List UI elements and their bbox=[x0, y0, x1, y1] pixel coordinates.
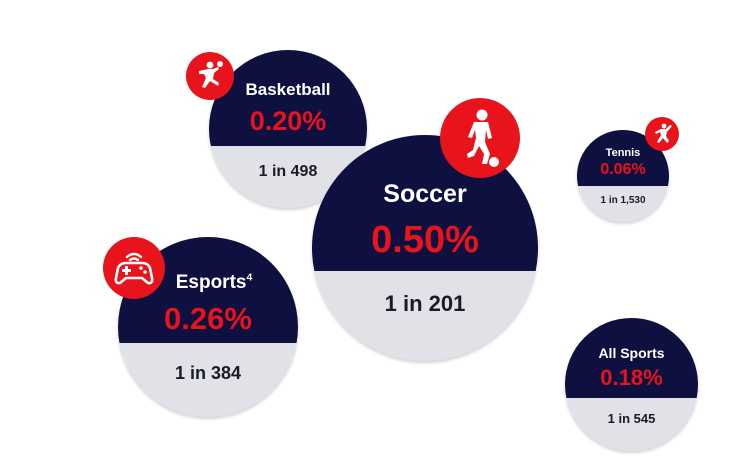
bubble-bottom: 1 in 498 bbox=[209, 146, 367, 208]
sport-name: All Sports bbox=[598, 345, 665, 361]
sport-name-text: Esports bbox=[175, 272, 247, 293]
percent-value: 0.26% bbox=[164, 301, 252, 336]
odds-value: 1 in 1,530 bbox=[600, 195, 646, 206]
sport-name: Basketball bbox=[245, 80, 331, 99]
bubble-all-sports: All Sports 0.18% 1 in 545 bbox=[565, 318, 698, 451]
bubble-bottom: 1 in 384 bbox=[118, 343, 298, 417]
footnote-marker: 4 bbox=[246, 272, 253, 284]
odds-value: 1 in 201 bbox=[384, 291, 466, 316]
sport-name: Esports4 bbox=[118, 272, 298, 294]
bubble-bottom: 1 in 545 bbox=[565, 398, 698, 451]
odds-value: 1 in 545 bbox=[607, 411, 656, 426]
sport-name: Soccer bbox=[383, 180, 467, 208]
bubble-bottom: 1 in 1,530 bbox=[577, 186, 669, 222]
percent-value: 0.20% bbox=[249, 106, 327, 136]
basketball-player-icon bbox=[186, 52, 234, 100]
tennis-player-icon bbox=[645, 117, 679, 151]
percent-value: 0.06% bbox=[600, 161, 646, 178]
bubble-basketball: Basketball 0.20% 1 in 498 bbox=[209, 50, 367, 208]
gamepad-icon bbox=[103, 237, 165, 299]
percent-value: 0.50% bbox=[371, 219, 479, 261]
sport-name: Tennis bbox=[605, 147, 641, 159]
odds-value: 1 in 384 bbox=[174, 362, 242, 383]
percent-value: 0.18% bbox=[600, 365, 663, 390]
bubble-top bbox=[565, 318, 698, 398]
bubble-top bbox=[209, 50, 367, 146]
bubble-bottom: 1 in 201 bbox=[312, 271, 538, 361]
soccer-player-icon bbox=[440, 98, 520, 178]
odds-value: 1 in 498 bbox=[258, 163, 318, 180]
